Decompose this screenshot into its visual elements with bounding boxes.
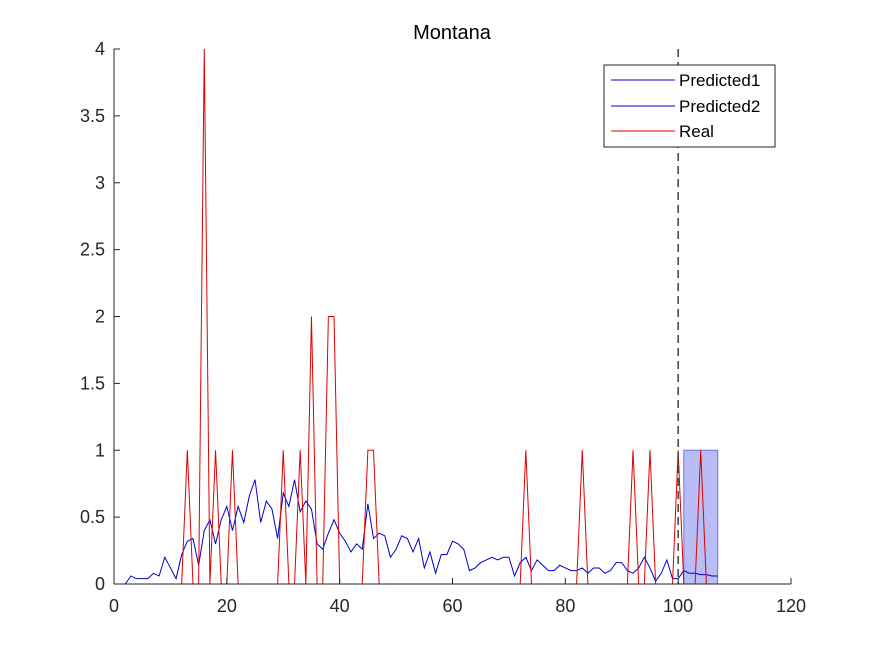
legend: Predicted1 Predicted2 Real — [603, 64, 776, 148]
x-tick-label: 60 — [442, 596, 462, 616]
y-tick-label: 1.5 — [80, 373, 105, 393]
x-tick-label: 40 — [330, 596, 350, 616]
axes: 0 20 40 60 80 100 120 0 0.5 1 1.5 2 2.5 3 3.5 4 — [80, 39, 806, 616]
y-tick-label: 0.5 — [80, 507, 105, 527]
x-tick-label: 0 — [109, 596, 119, 616]
y-tick-label: 2 — [95, 307, 105, 327]
y-tick-label: 4 — [95, 39, 105, 59]
chart-title: Montana — [413, 22, 492, 44]
y-tick-label: 0 — [95, 574, 105, 594]
shaded-band — [683, 449, 719, 585]
legend-label-real: Real — [679, 122, 714, 141]
series-line-predicted1 — [119, 479, 679, 585]
x-tick-label: 80 — [555, 596, 575, 616]
series-line-predicted2 — [677, 569, 718, 579]
y-tick-label: 1 — [95, 440, 105, 460]
x-tick-label: 120 — [776, 596, 806, 616]
shaded-band-layer — [683, 449, 719, 585]
legend-label-predicted1: Predicted1 — [679, 71, 760, 90]
y-tick-label: 2.5 — [80, 240, 105, 260]
legend-label-predicted2: Predicted2 — [679, 97, 760, 116]
x-tick-label: 20 — [217, 596, 237, 616]
y-tick-label: 3 — [95, 173, 105, 193]
x-tick-label: 100 — [663, 596, 693, 616]
y-tick-label: 3.5 — [80, 106, 105, 126]
